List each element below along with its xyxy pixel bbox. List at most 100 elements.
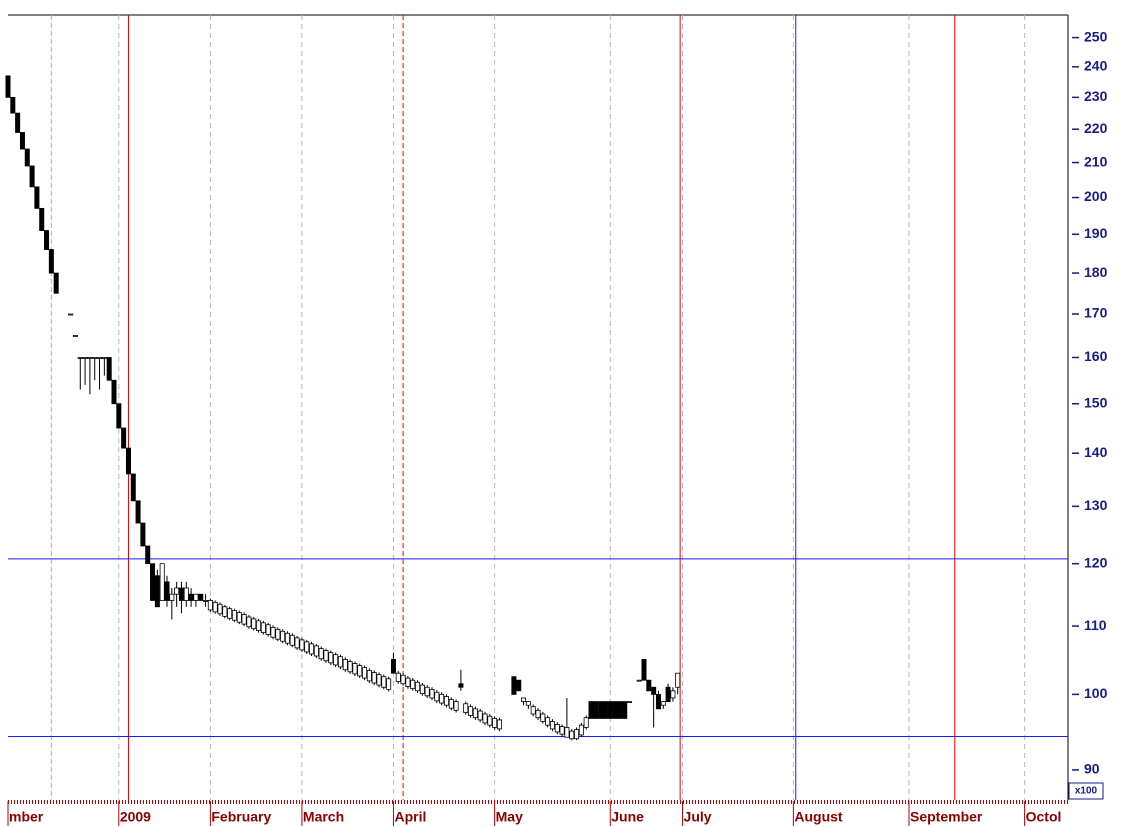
candle-body: [309, 643, 315, 655]
candle-body: [463, 703, 469, 713]
candle-body: [333, 654, 339, 666]
candle-body: [448, 699, 454, 709]
candle-body: [260, 622, 266, 634]
candle-body: [150, 563, 156, 601]
candle-body: [472, 708, 478, 719]
candle-body: [439, 693, 445, 704]
candle-body: [521, 697, 527, 702]
candle-body: [453, 701, 459, 711]
candle-body: [284, 632, 290, 644]
candle-body: [371, 672, 377, 684]
candle-body: [241, 614, 247, 625]
candle-body: [10, 96, 16, 114]
candle-body: [34, 186, 40, 209]
candle-body: [627, 701, 633, 703]
candle-body: [357, 665, 363, 677]
candle-body: [222, 606, 228, 617]
candle-body: [212, 601, 218, 613]
candle-body: [381, 676, 387, 688]
candle-body: [564, 726, 570, 738]
y-tick-label: 230: [1084, 88, 1108, 104]
candle-body: [492, 718, 498, 728]
y-tick-label: 200: [1084, 188, 1108, 204]
candle-body: [578, 724, 584, 736]
candle-body: [304, 641, 310, 653]
candle-body: [516, 679, 522, 692]
candle-body: [554, 723, 560, 733]
y-tick-label: 240: [1084, 58, 1108, 74]
candle-body: [641, 659, 647, 681]
y-tick-label: 180: [1084, 264, 1108, 280]
x-tick-label: mber: [9, 809, 44, 825]
candle-body: [583, 717, 589, 728]
candle-body: [347, 661, 353, 673]
candle-body: [530, 706, 536, 715]
candle-body: [675, 672, 681, 688]
y-tick-label: 160: [1084, 348, 1108, 364]
candle-body: [87, 357, 93, 359]
y-tick-label: 90: [1084, 761, 1100, 777]
candle-body: [424, 686, 430, 697]
candle-body: [294, 637, 300, 649]
candle-body: [574, 729, 580, 740]
candle-body: [231, 610, 237, 621]
candle-body: [549, 721, 555, 730]
candle-body: [386, 678, 392, 690]
candle-body: [106, 357, 112, 381]
candle-body: [660, 701, 666, 706]
candle-body: [487, 715, 493, 726]
candle-body: [236, 612, 242, 623]
y-tick-label: 140: [1084, 444, 1108, 460]
candle-body: [29, 165, 35, 188]
y-tick-label: 130: [1084, 497, 1108, 513]
candle-body: [217, 603, 223, 615]
x-tick-label: September: [910, 809, 983, 825]
x-tick-label: July: [684, 809, 712, 825]
candle-body: [125, 447, 131, 475]
x-tick-label: February: [211, 809, 271, 825]
candle-body: [72, 335, 78, 337]
y-tick-label: 120: [1084, 554, 1108, 570]
candle-body: [154, 575, 160, 608]
x-tick-label: Octol: [1026, 809, 1062, 825]
candle-body: [405, 677, 411, 687]
y-tick-label: 190: [1084, 225, 1108, 241]
candle-body: [540, 713, 546, 722]
candle-body: [477, 710, 483, 721]
candle-body: [390, 659, 396, 674]
candle-body: [24, 148, 30, 167]
y-tick-label: 250: [1084, 28, 1108, 44]
candle-body: [130, 473, 136, 502]
candle-body: [198, 593, 204, 601]
candle-body: [121, 427, 127, 449]
candle-body: [135, 500, 141, 524]
candle-body: [265, 624, 271, 635]
candle-body: [318, 648, 324, 660]
candle-body: [636, 679, 642, 682]
candle-body: [434, 691, 440, 702]
candle-body: [588, 701, 594, 719]
candle-body: [246, 616, 252, 628]
candle-body: [82, 357, 88, 359]
candle-body: [670, 690, 676, 699]
candle-body: [651, 686, 657, 695]
candle-body: [145, 545, 151, 565]
candle-body: [443, 696, 449, 706]
candle-body: [256, 620, 262, 632]
candle-body: [193, 593, 199, 601]
candle-body: [39, 207, 45, 231]
candle-body: [116, 403, 122, 429]
candle-body: [15, 112, 21, 133]
candle-body: [280, 630, 286, 642]
candle-body: [44, 230, 50, 250]
candle-body: [665, 686, 671, 702]
candle-body: [203, 600, 209, 602]
candle-body: [19, 132, 25, 150]
candle-body: [617, 701, 623, 719]
candle-body: [400, 674, 406, 685]
candle-body: [53, 272, 59, 294]
candle-body: [468, 706, 474, 716]
candle-body: [68, 313, 74, 316]
